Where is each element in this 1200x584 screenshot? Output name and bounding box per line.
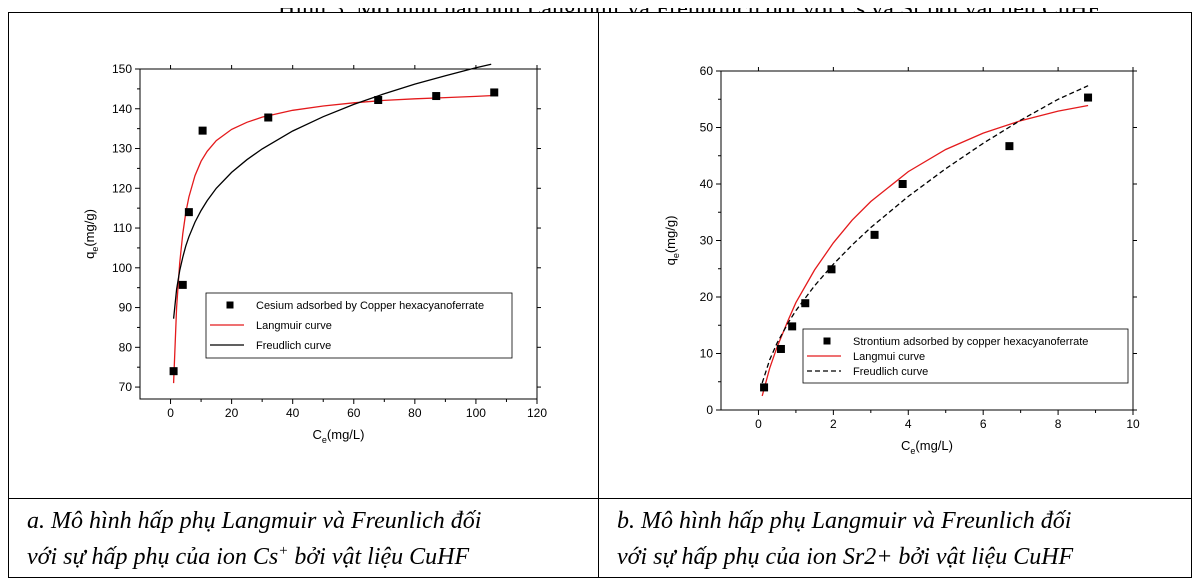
legend-box [802,328,1129,384]
x-tick-label: 6 [980,417,987,431]
legend-label: Strontium adsorbed by copper hexacyanofe… [853,336,1088,348]
x-axis-label-main: C [901,438,910,453]
legend: Strontium adsorbed by copper hexacyanofe… [802,328,1129,384]
x-tick-label: 20 [225,406,239,420]
y-axis-label-unit: (mg/g) [82,209,97,247]
legend-label: Freudlich curve [256,340,331,352]
y-tick-label: 150 [112,62,132,76]
data-point [801,299,810,308]
y-tick-label: 100 [112,261,132,275]
caption-b-line2: với sự hấp phụ của ion Sr2+ bởi vật liệu… [617,544,1074,570]
series-line-langmui-curve [761,104,1089,397]
x-tick-label: 0 [755,417,762,431]
y-axis-label-unit: (mg/g) [663,216,678,254]
caption-a-line1: a. Mô hình hấp phụ Langmuir và Freunlich… [27,508,482,534]
legend-label: Langmui curve [853,351,925,363]
y-tick-label: 20 [700,290,714,304]
x-tick-label: 8 [1055,417,1062,431]
data-point [374,96,383,105]
y-tick-label: 140 [112,102,132,116]
x-tick-label: 10 [1126,417,1140,431]
data-point [490,88,499,97]
data-point [827,265,836,274]
y-tick-label: 40 [700,177,714,191]
legend-marker-points [226,301,234,309]
series-line-freudlich-curve [761,85,1089,384]
y-axis-label: qe(mg/g) [82,209,100,259]
x-tick-label: 40 [286,406,300,420]
x-axis-label-unit: (mg/L) [915,438,953,453]
data-point [1084,93,1093,102]
x-tick-label: 2 [830,417,837,431]
caption-a-line2-suffix: bởi vật liệu CuHF [288,544,470,570]
series-line-langmuir-curve [172,94,492,384]
y-axis-label-main: q [663,258,678,265]
x-axis-label-sub: e [910,446,915,456]
y-tick-label: 70 [119,380,133,394]
x-axis-label: Ce(mg/L) [901,438,953,456]
x-tick-label: 80 [408,406,422,420]
data-point [264,113,273,122]
y-tick-label: 110 [113,221,132,235]
data-point [198,126,207,135]
data-point [776,344,785,353]
legend-label: Cesium adsorbed by Copper hexacyanoferra… [256,300,484,312]
legend-box [205,292,513,359]
x-tick-label: 0 [167,406,174,420]
legend-label: Freudlich curve [853,366,928,378]
y-tick-label: 80 [119,340,133,354]
y-tick-label: 90 [119,301,133,315]
legend-marker-points [823,337,831,345]
caption-a-line2: với sự hấp phụ của ion Cs+ bởi vật liệu … [27,539,591,575]
y-tick-label: 130 [112,142,132,156]
chart-cell-b: 0 2 4 6 8 10 0 10 20 30 40 50 60 Ce(mg/L) qe(mg/g) Stro… [598,12,1192,500]
x-tick-label: 120 [527,406,547,420]
y-tick-label: 60 [700,64,714,78]
x-tick-label: 100 [466,406,486,420]
x-tick-label: 4 [905,417,912,431]
chart-a: 0 20 40 60 80 100 120 70 80 90 100 110 120 130 140 150 C… [82,62,547,445]
data-point [184,208,193,217]
y-tick-label: 50 [700,121,714,135]
data-point [1005,142,1014,151]
x-tick-label: 60 [347,406,361,420]
caption-a: a. Mô hình hấp phụ Langmuir và Freunlich… [8,498,600,578]
y-axis-label: qe(mg/g) [663,216,681,266]
data-point [432,92,441,101]
chart-b: 0 2 4 6 8 100102030405060Ce(mg/L)qe(mg/g)Stro… [663,64,1140,456]
y-axis-label-main: q [82,252,97,259]
legend-label: Langmuir curve [256,320,332,332]
y-axis-label-sub: e [671,253,681,258]
caption-b: b. Mô hình hấp phụ Langmuir và Freunlich… [598,498,1192,578]
data-point [760,383,769,392]
data-point [169,367,178,376]
chart-cell-a: 0 20 40 60 80 100 120 70 80 90 100 110 120 130 140 150 C… [8,12,600,500]
x-axis-label-main: C [313,427,322,442]
y-tick-label: 0 [706,403,713,417]
legend: Cesium adsorbed by Copper hexacyanoferra… [205,292,513,359]
y-axis-label-sub: e [90,247,100,252]
caption-a-superscript: + [278,543,289,559]
y-tick-label: 10 [700,347,714,361]
x-axis-label: Ce(mg/L) [313,427,365,445]
data-point [788,322,797,331]
plot-frame [139,68,538,400]
figure-frame: Hình 3. Mô hình hấp phụ Langmuir và Freu… [8,8,1192,578]
series-line-freudlich-curve [172,63,492,319]
y-tick-label: 30 [700,234,714,248]
caption-a-line2-prefix: với sự hấp phụ của ion Cs [27,544,279,570]
data-point [870,230,879,239]
y-tick-label: 120 [112,181,132,195]
data-point [898,180,907,188]
x-axis-label-unit: (mg/L) [327,427,365,442]
x-axis-label-sub: e [322,435,327,445]
data-point [178,280,187,289]
caption-b-line1: b. Mô hình hấp phụ Langmuir và Freunlich… [617,508,1072,534]
